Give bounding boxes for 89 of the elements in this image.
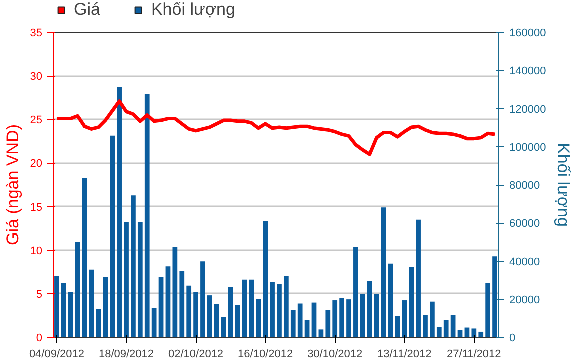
y-tick-label: 10 xyxy=(30,245,43,258)
bar xyxy=(124,222,129,338)
y2-tick-label: 140000 xyxy=(510,66,546,78)
bar xyxy=(158,277,164,338)
bar xyxy=(340,298,344,338)
bar xyxy=(82,178,88,338)
bar xyxy=(166,266,171,338)
bar xyxy=(200,262,206,338)
bar xyxy=(304,320,310,338)
x-tick-label: 13/11/2012 xyxy=(378,348,432,360)
bar xyxy=(290,310,296,338)
bar xyxy=(208,296,212,338)
bar xyxy=(354,246,358,338)
bar xyxy=(270,282,275,338)
bar xyxy=(486,284,491,338)
y2-tick-label: 80000 xyxy=(510,180,540,192)
bar xyxy=(326,310,331,338)
bar xyxy=(374,294,380,338)
bar xyxy=(409,268,414,338)
bar xyxy=(388,264,394,338)
y-tick-label: 15 xyxy=(30,202,43,214)
x-tick-label: 16/10/2012 xyxy=(238,348,294,360)
y2-tick-label: 20000 xyxy=(510,294,540,306)
bar xyxy=(75,242,80,338)
y-tick-label: 0 xyxy=(36,332,43,344)
bar xyxy=(214,304,220,338)
bar xyxy=(472,328,477,338)
y2-tick-label: 120000 xyxy=(510,104,546,116)
bar xyxy=(416,220,421,338)
bar xyxy=(436,327,442,338)
bar xyxy=(117,87,122,338)
bar xyxy=(430,302,435,338)
bar xyxy=(131,196,136,338)
bar xyxy=(249,280,254,338)
y-tick-label: 30 xyxy=(30,71,43,84)
bar xyxy=(277,284,282,338)
bar xyxy=(492,256,498,338)
bar xyxy=(402,300,408,338)
y2-tick-label: 100000 xyxy=(510,142,546,154)
bar xyxy=(242,280,248,338)
bar xyxy=(263,221,268,338)
y-tick-label: 25 xyxy=(30,114,43,127)
y2-tick-label: 160000 xyxy=(510,28,546,40)
y-tick-label: 35 xyxy=(30,28,43,40)
bar xyxy=(360,294,366,338)
bar xyxy=(186,286,192,338)
bar xyxy=(152,308,157,338)
bar xyxy=(89,270,94,338)
y2-tick-label: 0 xyxy=(510,332,516,344)
bar xyxy=(395,316,400,338)
bar xyxy=(221,317,226,338)
legend-label: Giá xyxy=(74,0,100,20)
bar xyxy=(346,300,352,338)
bar xyxy=(68,292,74,338)
bar xyxy=(367,281,372,338)
x-tick-label: 30/10/2012 xyxy=(308,348,363,360)
y-tick-label: 5 xyxy=(36,288,43,301)
x-tick-label: 18/09/2012 xyxy=(98,348,154,360)
bar xyxy=(478,332,484,338)
bar xyxy=(144,94,150,338)
bar xyxy=(228,287,234,338)
bar xyxy=(103,277,108,338)
y2-tick-label: 60000 xyxy=(510,218,540,230)
x-tick-label: 27/11/2012 xyxy=(447,348,502,360)
bar xyxy=(298,304,303,338)
bar xyxy=(444,320,449,338)
bar xyxy=(450,315,456,338)
y2-axis-title: Khối lượng xyxy=(554,143,574,227)
x-tick-label: 04/09/2012 xyxy=(29,348,85,360)
y-tick-label: 20 xyxy=(30,158,43,170)
bar xyxy=(61,284,66,338)
bar xyxy=(54,276,60,338)
y2-tick-label: 40000 xyxy=(510,256,540,268)
bar xyxy=(312,302,317,338)
bar xyxy=(332,300,338,338)
bar xyxy=(256,299,262,338)
bar xyxy=(235,305,240,338)
bar xyxy=(423,315,428,338)
bar xyxy=(96,309,102,338)
y-axis-title: Giá (ngàn VND) xyxy=(3,124,22,246)
bar xyxy=(381,208,386,338)
bar xyxy=(138,222,143,338)
bar xyxy=(180,272,185,338)
legend-label: Khối lượng xyxy=(151,0,236,20)
bar xyxy=(194,292,198,338)
bar xyxy=(172,246,178,338)
x-tick-label: 02/10/2012 xyxy=(168,348,224,360)
bar xyxy=(284,276,289,338)
bar xyxy=(110,136,116,338)
